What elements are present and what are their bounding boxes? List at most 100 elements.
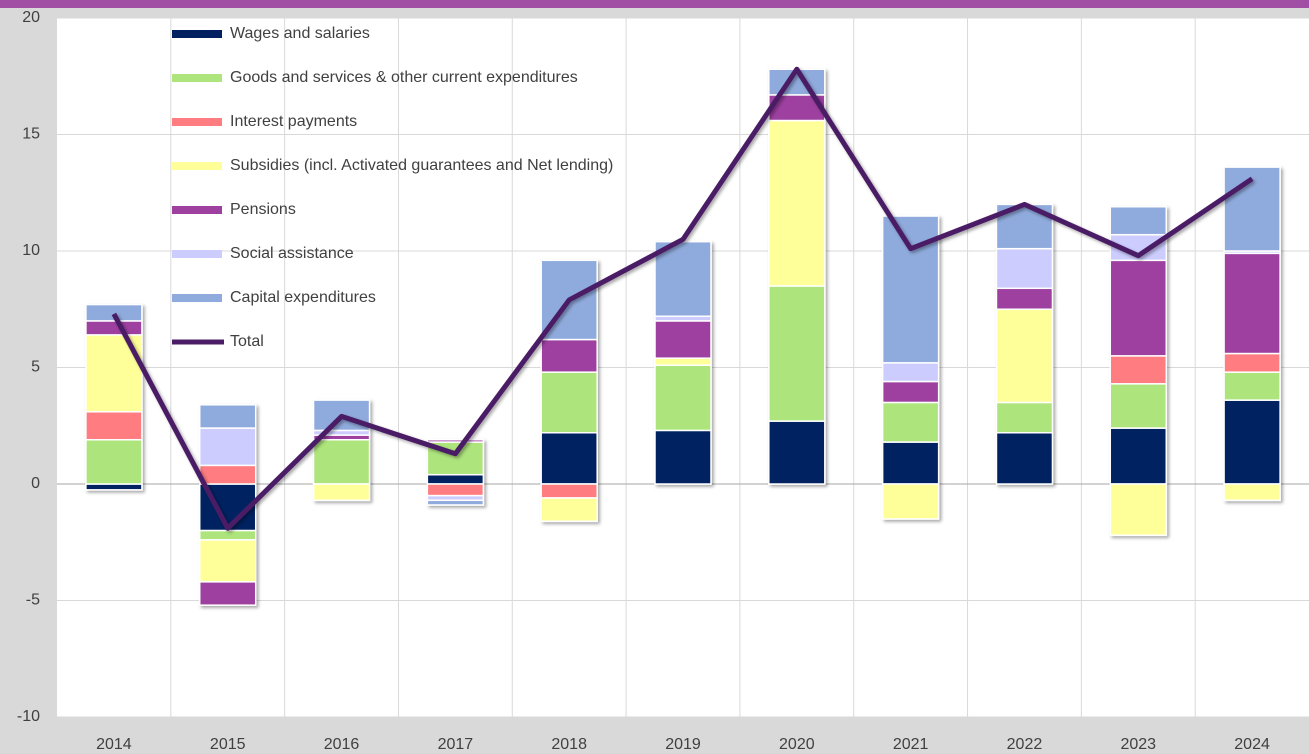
y-tick-label: 5 [31, 359, 40, 376]
bar-segment [881, 215, 940, 364]
legend-swatch [172, 162, 222, 170]
bar-segment [198, 404, 257, 429]
x-tick-label: 2024 [1234, 736, 1270, 753]
bar-stack [768, 68, 826, 485]
total-line [111, 66, 1254, 531]
bar-stack [312, 399, 371, 502]
x-tick-label: 2019 [665, 736, 701, 753]
bar-segment [1109, 427, 1168, 485]
bar-segment [85, 438, 143, 485]
bar-segment [881, 401, 940, 443]
legend-swatch [172, 30, 222, 38]
bar-segment [540, 497, 598, 523]
bar-segment [85, 411, 143, 441]
legend-label: Capital expenditures [230, 289, 376, 306]
x-tick-label: 2018 [551, 736, 587, 753]
bar-stack [1223, 166, 1281, 502]
bar-segment [85, 320, 143, 336]
y-tick-label: 10 [22, 242, 40, 259]
x-tick-label: 2022 [1007, 736, 1043, 753]
legend-swatch [172, 206, 222, 214]
labels: -10 -5 0 5 10 15 20 2014 2015 2016 2017 2018 2019 202… [17, 9, 1270, 753]
bar-stack [881, 215, 940, 520]
legend-swatch [172, 74, 222, 82]
y-tick-label: -10 [17, 708, 40, 725]
x-tick-label: 2016 [324, 736, 360, 753]
bar-stack [198, 404, 257, 606]
bar-segment [654, 364, 712, 432]
bar-stack [1109, 205, 1168, 537]
y-tick-label: -5 [26, 592, 40, 609]
bar-segment [198, 581, 257, 606]
bar-segment [995, 308, 1054, 404]
bar-segment [1109, 355, 1168, 385]
bar-segment [198, 539, 257, 583]
bar-segment [1223, 399, 1281, 485]
bar-segment [995, 247, 1054, 290]
bar-segment [426, 438, 485, 443]
y-tick-label: 15 [22, 126, 40, 143]
legend-label: Social assistance [230, 245, 354, 262]
bar-segment [768, 420, 826, 485]
bar-segment [1109, 205, 1168, 236]
bar-segment [654, 357, 712, 366]
legend: Wages and salaries Goods and services & o… [172, 25, 613, 350]
legend-label: Interest payments [230, 113, 357, 130]
x-tick-label: 2014 [96, 736, 132, 753]
bar-stack [654, 240, 712, 485]
legend-swatch [172, 250, 222, 258]
bar-segment [1109, 383, 1168, 429]
bar-segment [85, 483, 143, 491]
bar-segment [1109, 483, 1168, 537]
bar-segment [881, 441, 940, 485]
bar-segment [198, 529, 257, 541]
bar-segment [312, 438, 371, 485]
bars [85, 68, 1281, 606]
bar-stack [426, 438, 485, 506]
bar-segment [768, 119, 826, 287]
lines [111, 66, 1254, 531]
x-tick-label: 2020 [779, 736, 815, 753]
x-tick-label: 2021 [893, 736, 929, 753]
legend-label: Subsidies (incl. Activated guarantees an… [230, 157, 613, 174]
bar-segment [881, 380, 940, 404]
bar-stack [995, 203, 1054, 485]
bar-segment [1109, 259, 1168, 357]
y-tick-label: 20 [22, 9, 40, 26]
legend-label: Pensions [230, 201, 296, 218]
bar-segment [995, 287, 1054, 310]
bar-stack [85, 303, 143, 491]
y-tick-label: 0 [31, 475, 40, 492]
bar-segment [1223, 352, 1281, 373]
bar-segment [995, 401, 1054, 434]
bar-segment [881, 362, 940, 383]
legend-label: Total [230, 333, 264, 350]
bar-segment [540, 338, 598, 373]
bar-segment [426, 473, 485, 485]
x-tick-label: 2023 [1120, 736, 1156, 753]
bar-segment [312, 483, 371, 502]
bar-segment [198, 427, 257, 467]
x-tick-label: 2015 [210, 736, 246, 753]
legend-swatch [172, 294, 222, 302]
legend-label: Wages and salaries [230, 25, 370, 42]
legend-swatch [172, 118, 222, 126]
bar-segment [85, 303, 143, 322]
x-tick-label: 2017 [438, 736, 474, 753]
bar-segment [654, 429, 712, 485]
bar-segment [540, 371, 598, 434]
bar-segment [654, 240, 712, 317]
bar-segment [1223, 252, 1281, 355]
bar-segment [768, 285, 826, 422]
bar-segment [881, 483, 940, 520]
bar-segment [426, 499, 485, 506]
bar-segment [540, 483, 598, 499]
legend-label: Goods and services & other current expen… [230, 69, 578, 86]
bar-segment [198, 464, 257, 485]
top-band [0, 0, 1309, 8]
grid [57, 17, 1309, 718]
bar-segment [995, 431, 1054, 485]
bar-segment [1223, 371, 1281, 401]
bar-segment [654, 320, 712, 359]
